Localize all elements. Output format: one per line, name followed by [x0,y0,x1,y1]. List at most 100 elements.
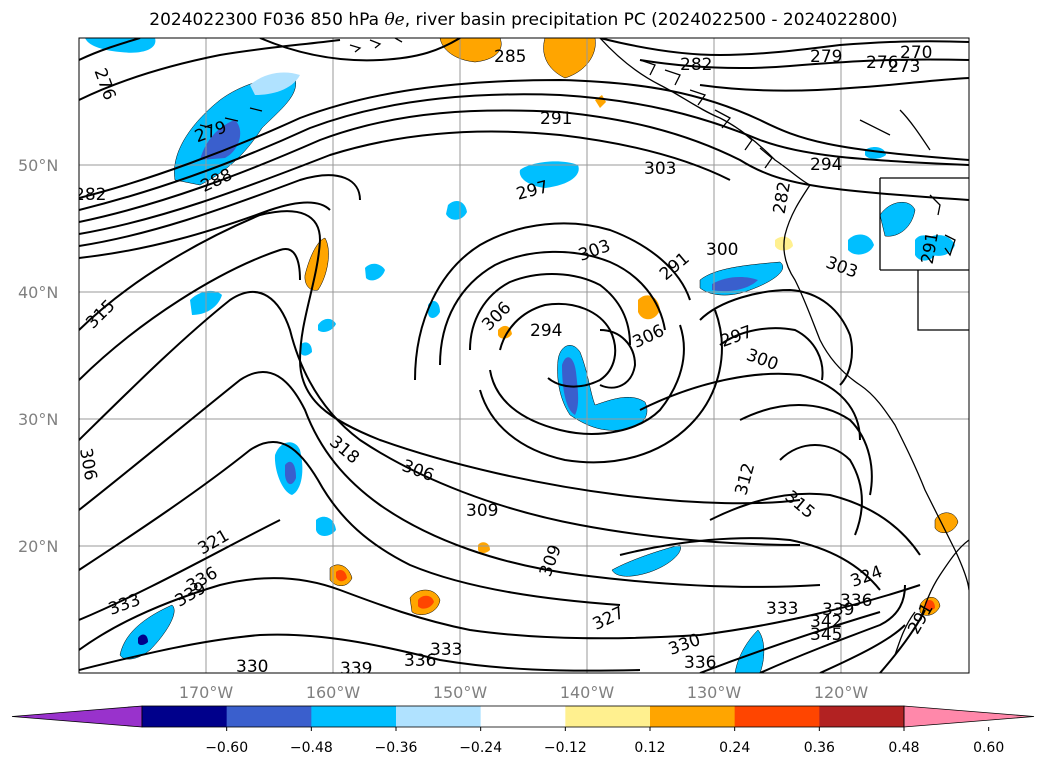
contour-label: 306 [630,321,668,353]
colorbar-bin [142,706,228,727]
colorbar-tick-label: 0.24 [719,740,750,756]
contour-label: 297 [514,177,551,205]
colorbar-bin [311,706,397,727]
contour-label: 315 [781,487,819,523]
colorbar-bin [819,706,905,727]
colorbar-bin [396,706,482,727]
contour-label: 339 [822,600,854,620]
patch-mid-blue-7 [300,342,312,356]
coastlines [199,38,969,656]
colorbar-bin [650,706,736,727]
patch-mid-blue-2 [446,200,467,220]
contour-label: 336 [404,651,436,671]
patch-mid-blue-6 [428,300,440,318]
patch-red-6 [336,570,347,582]
colorbar-tick-label: 0.60 [973,740,1004,756]
patch-blue-12 [734,629,765,673]
patch-blue-9 [316,516,336,536]
contour-label: 333 [430,640,462,660]
colorbar: −0.60 −0.48 −0.36 −0.24 −0.12 0.12 0.24 0.36 0.4… [11,705,1035,756]
contour-label: 279 [810,47,842,67]
patch-blue-10 [611,544,681,577]
contour-label: 303 [644,159,676,179]
contour-label: 282 [74,185,106,205]
patch-red-7 [418,595,434,609]
theta-e-contours [79,38,969,673]
contour-label: 327 [590,603,628,635]
contour-label: 336 [684,653,716,673]
colorbar-bin [734,706,820,727]
contour-label: 306 [399,456,436,486]
contour-label: 294 [530,321,562,341]
contour-label: 345 [810,625,842,645]
lat-label: 40°N [18,283,58,302]
colorbar-extend-low [11,705,143,728]
lat-label: 30°N [18,410,58,429]
lon-label: 150°W [433,683,488,702]
lat-label: 50°N [18,156,58,175]
contour-label: 336 [840,591,872,611]
contour-label: 270 [900,43,932,63]
contour-label: 276 [866,53,898,73]
colorbar-tick-label: 0.48 [888,740,919,756]
patch-orange-4 [638,295,660,320]
lon-label: 130°W [687,683,742,702]
patch-red-9 [925,600,935,611]
colorbar-tick-label: −0.60 [205,740,248,756]
lat-label: 20°N [18,537,58,556]
lon-label: 120°W [814,683,869,702]
patch-orange-10 [934,512,959,534]
lon-label: 140°W [560,683,615,702]
longitude-labels: 170°W 160°W 150°W 140°W 130°W 120°W [179,683,869,702]
contour-label: 306 [75,447,100,482]
contour-labels: 276 279 282 285 282 279 276 273 270 291 … [74,43,943,679]
lon-label: 170°W [179,683,234,702]
patch-mid-blue-5 [318,318,336,332]
colorbar-tick-label: 0.12 [634,740,665,756]
patch-top-orange-2 [543,38,596,79]
colorbar-tick-label: −0.48 [290,740,333,756]
contour-label: 312 [732,461,760,498]
patch-orange-8 [478,542,490,553]
contour-label: 285 [494,47,526,67]
patch-yellow-3 [595,95,606,108]
patch-aleutian-navy [200,120,241,160]
colorbar-bin [565,706,651,727]
contour-label: 282 [680,55,712,75]
latitude-labels: 50°N 40°N 30°N 20°N [18,156,58,556]
graticule [79,38,969,673]
patch-blue-14 [848,234,874,255]
patch-navy-11 [138,634,148,645]
contour-label: 309 [536,542,566,579]
contour-label: 300 [744,345,781,375]
contour-label: 333 [766,599,798,619]
map-frame [78,37,970,674]
colorbar-tick-label: −0.24 [459,740,502,756]
contour-label: 303 [823,253,860,283]
contour-label: 309 [466,501,498,521]
contour-label: 339 [340,659,372,679]
colorbar-outline [141,705,905,728]
shaded-precip-patches [85,38,959,673]
contour-label: 291 [656,249,694,285]
contour-label: 315 [82,296,119,333]
lon-label: 160°W [306,683,361,702]
chart-title: 2024022300 F036 850 hPa θe, river basin … [149,10,898,30]
patch-spiral-blue [557,345,648,431]
patch-blue-13 [879,202,916,237]
contour-label: 282 [770,180,795,215]
patch-mid-blue-3 [365,263,385,281]
patch-blue-11 [119,604,175,660]
patch-eastern-navy [712,276,758,292]
colorbar-extend-high [903,705,1035,728]
patch-navy-8 [285,461,296,485]
patch-mid-blue-1 [519,161,579,188]
colorbar-tick-label: 0.36 [804,740,835,756]
patch-aleutian-light [250,72,300,95]
colorbar-bin [226,706,312,727]
contour-label: 291 [540,109,572,129]
colorbar-tick-label: −0.36 [375,740,418,756]
contour-label: 330 [236,657,268,677]
contour-label: 276 [90,66,120,103]
